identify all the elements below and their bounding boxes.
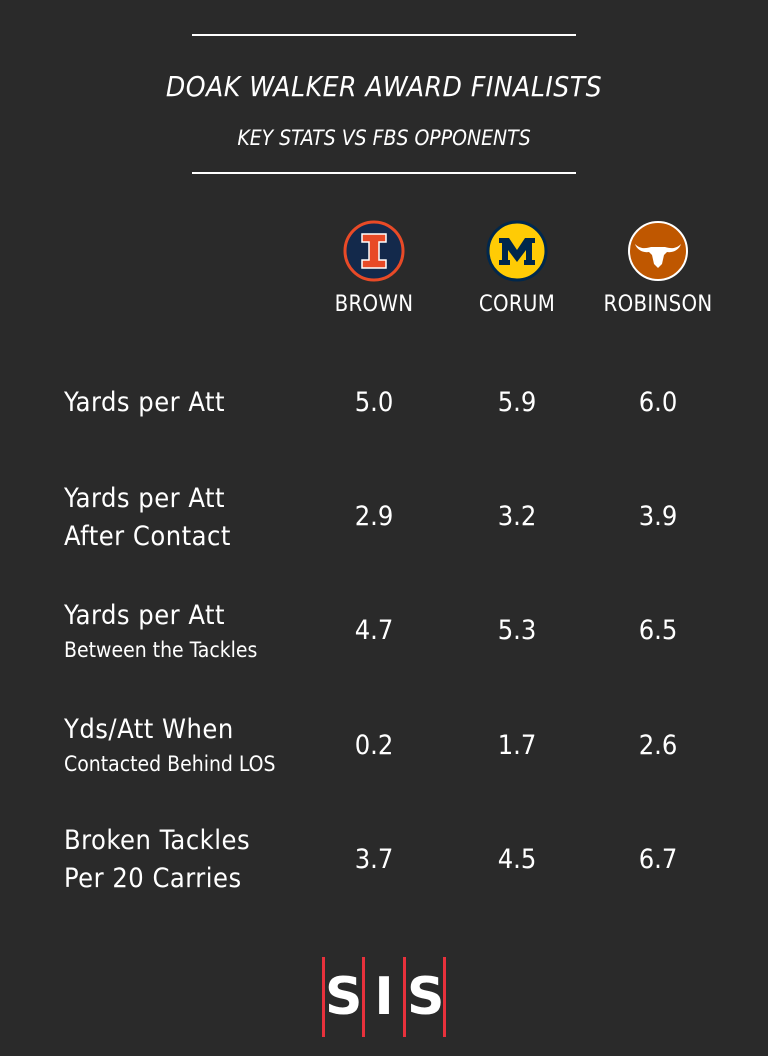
- sis-logo-letter: S: [325, 967, 363, 1027]
- sis-logo-bar: [403, 957, 406, 1037]
- team-name-corum: CORUM: [478, 292, 556, 317]
- michigan-logo-icon: [486, 220, 548, 282]
- sis-logo-letter: S: [407, 967, 445, 1027]
- sis-logo-bar: [443, 957, 446, 1037]
- row-label-broken-tackles: Broken Tackles Per 20 Carries: [64, 822, 324, 898]
- value-cell: 4.7: [354, 615, 394, 646]
- sis-logo-bar: [322, 957, 325, 1037]
- texas-longhorn-logo-icon: [628, 221, 688, 281]
- row-label-line1: Yards per Att: [64, 600, 226, 631]
- team-column-robinson: ROBINSON: [583, 220, 733, 317]
- row-label-line2: Contacted Behind LOS: [64, 752, 276, 776]
- row-label-line1: Yards per Att: [64, 483, 226, 514]
- chart-title: DOAK WALKER AWARD FINALISTS: [165, 70, 603, 103]
- value-cell: 3.2: [497, 501, 537, 532]
- value-cell: 6.7: [638, 844, 678, 875]
- row-label-between-tackles: Yards per Att Between the Tackles: [64, 597, 324, 665]
- row-label-line1: Broken Tackles: [64, 825, 251, 856]
- top-rule: [192, 34, 576, 36]
- row-label-yards-per-att: Yards per Att: [64, 384, 324, 422]
- team-column-brown: BROWN: [299, 220, 449, 317]
- row-label-contacted-behind-los: Yds/Att When Contacted Behind LOS: [64, 711, 324, 779]
- value-cell: 2.9: [354, 501, 394, 532]
- row-label-line1: Yds/Att When: [64, 714, 234, 745]
- row-label-line2: Per 20 Carries: [64, 863, 242, 894]
- bottom-rule: [192, 172, 576, 174]
- row-label-line2: Between the Tackles: [64, 638, 258, 662]
- chart-subtitle: KEY STATS VS FBS OPPONENTS: [237, 126, 531, 150]
- row-label-line2: After Contact: [64, 521, 231, 552]
- value-cell: 3.7: [354, 844, 394, 875]
- illinois-logo-icon: [343, 220, 405, 282]
- value-cell: 2.6: [638, 730, 678, 761]
- value-cell: 6.5: [638, 615, 678, 646]
- team-column-corum: CORUM: [442, 220, 592, 317]
- value-cell: 5.3: [497, 615, 537, 646]
- team-name-robinson: ROBINSON: [603, 292, 713, 317]
- value-cell: 3.9: [638, 501, 678, 532]
- value-cell: 4.5: [497, 844, 537, 875]
- value-cell: 0.2: [354, 730, 394, 761]
- value-cell: 5.9: [497, 387, 537, 418]
- value-cell: 5.0: [354, 387, 394, 418]
- value-cell: 6.0: [638, 387, 678, 418]
- sis-logo-bar: [362, 957, 365, 1037]
- team-name-brown: BROWN: [334, 292, 414, 317]
- row-label-line1: Yards per Att: [64, 387, 226, 418]
- row-label-after-contact: Yards per Att After Contact: [64, 480, 324, 556]
- sis-logo-letter: I: [374, 967, 394, 1027]
- value-cell: 1.7: [497, 730, 537, 761]
